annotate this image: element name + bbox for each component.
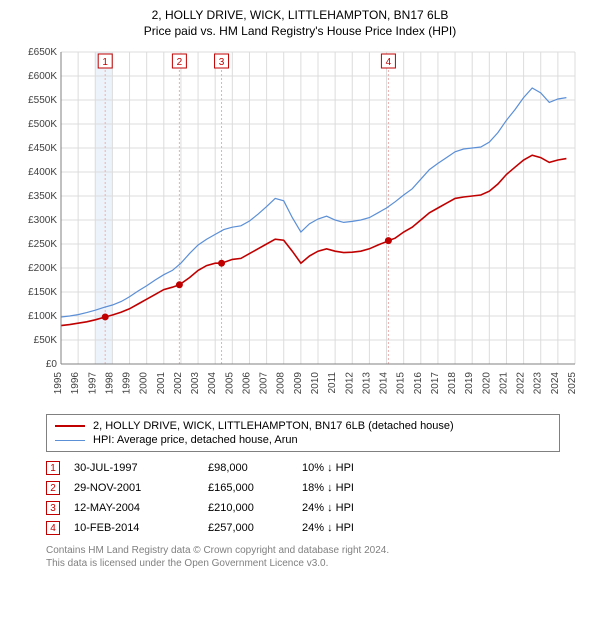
tx-delta: 10% ↓ HPI: [302, 462, 392, 474]
svg-text:2015: 2015: [396, 372, 407, 395]
svg-text:1996: 1996: [70, 372, 81, 395]
tx-marker: 3: [46, 501, 60, 515]
svg-text:£650K: £650K: [28, 47, 57, 58]
svg-text:£0: £0: [46, 359, 58, 370]
svg-text:2000: 2000: [139, 372, 150, 395]
svg-text:1998: 1998: [104, 372, 115, 395]
svg-text:2005: 2005: [224, 372, 235, 395]
legend-swatch-price: [55, 425, 85, 427]
tx-price: £210,000: [208, 502, 288, 514]
svg-text:2017: 2017: [430, 372, 441, 395]
svg-text:2002: 2002: [173, 372, 184, 395]
svg-text:£150K: £150K: [28, 287, 57, 298]
tx-price: £165,000: [208, 482, 288, 494]
legend: 2, HOLLY DRIVE, WICK, LITTLEHAMPTON, BN1…: [46, 414, 560, 452]
svg-text:2003: 2003: [190, 372, 201, 395]
svg-text:£550K: £550K: [28, 95, 57, 106]
tx-date: 10-FEB-2014: [74, 522, 194, 534]
svg-text:2011: 2011: [327, 372, 338, 394]
svg-text:2012: 2012: [344, 372, 355, 395]
svg-text:£300K: £300K: [28, 215, 57, 226]
svg-text:2006: 2006: [241, 372, 252, 395]
svg-text:£400K: £400K: [28, 167, 57, 178]
tx-marker: 1: [46, 461, 60, 475]
svg-text:1999: 1999: [122, 372, 133, 395]
svg-text:£100K: £100K: [28, 311, 57, 322]
svg-text:2014: 2014: [379, 372, 390, 395]
svg-text:2001: 2001: [156, 372, 167, 395]
legend-row: HPI: Average price, detached house, Arun: [55, 433, 551, 447]
tx-delta: 18% ↓ HPI: [302, 482, 392, 494]
svg-text:1997: 1997: [87, 372, 98, 395]
tx-date: 30-JUL-1997: [74, 462, 194, 474]
svg-text:2013: 2013: [361, 372, 372, 395]
svg-text:£350K: £350K: [28, 191, 57, 202]
svg-text:2008: 2008: [276, 372, 287, 395]
transaction-row: 2 29-NOV-2001 £165,000 18% ↓ HPI: [46, 478, 560, 498]
svg-text:1995: 1995: [53, 372, 64, 395]
svg-text:2019: 2019: [464, 372, 475, 395]
svg-text:2023: 2023: [533, 372, 544, 395]
tx-delta: 24% ↓ HPI: [302, 502, 392, 514]
svg-text:2020: 2020: [481, 372, 492, 395]
title-line-1: 2, HOLLY DRIVE, WICK, LITTLEHAMPTON, BN1…: [10, 8, 590, 22]
svg-text:£50K: £50K: [34, 335, 58, 346]
title-line-2: Price paid vs. HM Land Registry's House …: [10, 24, 590, 38]
svg-text:1: 1: [102, 57, 108, 68]
footer-line-1: Contains HM Land Registry data © Crown c…: [46, 544, 560, 557]
tx-marker: 2: [46, 481, 60, 495]
tx-date: 29-NOV-2001: [74, 482, 194, 494]
tx-price: £257,000: [208, 522, 288, 534]
svg-text:2021: 2021: [498, 372, 509, 395]
svg-text:£200K: £200K: [28, 263, 57, 274]
transaction-row: 3 12-MAY-2004 £210,000 24% ↓ HPI: [46, 498, 560, 518]
svg-text:£450K: £450K: [28, 143, 57, 154]
svg-text:3: 3: [219, 57, 225, 68]
svg-text:2004: 2004: [207, 372, 218, 395]
svg-text:2022: 2022: [516, 372, 527, 395]
footer-line-2: This data is licensed under the Open Gov…: [46, 557, 560, 570]
svg-text:2018: 2018: [447, 372, 458, 395]
svg-text:2016: 2016: [413, 372, 424, 395]
transaction-row: 1 30-JUL-1997 £98,000 10% ↓ HPI: [46, 458, 560, 478]
footer: Contains HM Land Registry data © Crown c…: [46, 544, 560, 570]
chart-svg: £0 £50K £100K £150K £200K £250K £300K £350K £400…: [15, 44, 585, 404]
svg-text:2025: 2025: [567, 372, 578, 395]
svg-text:2009: 2009: [293, 372, 304, 395]
tx-date: 12-MAY-2004: [74, 502, 194, 514]
tx-marker: 4: [46, 521, 60, 535]
legend-label-hpi: HPI: Average price, detached house, Arun: [93, 434, 298, 446]
titles: 2, HOLLY DRIVE, WICK, LITTLEHAMPTON, BN1…: [10, 8, 590, 38]
svg-text:£250K: £250K: [28, 239, 57, 250]
transactions-table: 1 30-JUL-1997 £98,000 10% ↓ HPI 2 29-NOV-2001…: [46, 458, 560, 538]
svg-text:2010: 2010: [310, 372, 321, 395]
svg-text:£500K: £500K: [28, 119, 57, 130]
svg-text:4: 4: [386, 57, 392, 68]
chart-area: £0 £50K £100K £150K £200K £250K £300K £350K £400…: [15, 44, 585, 404]
legend-swatch-hpi: [55, 440, 85, 441]
transaction-row: 4 10-FEB-2014 £257,000 24% ↓ HPI: [46, 518, 560, 538]
legend-row: 2, HOLLY DRIVE, WICK, LITTLEHAMPTON, BN1…: [55, 419, 551, 433]
legend-label-price: 2, HOLLY DRIVE, WICK, LITTLEHAMPTON, BN1…: [93, 420, 454, 432]
svg-text:£600K: £600K: [28, 71, 57, 82]
svg-text:2: 2: [177, 57, 183, 68]
tx-price: £98,000: [208, 462, 288, 474]
tx-delta: 24% ↓ HPI: [302, 522, 392, 534]
svg-text:2007: 2007: [259, 372, 270, 395]
svg-text:2024: 2024: [550, 372, 561, 395]
chart-container: 2, HOLLY DRIVE, WICK, LITTLEHAMPTON, BN1…: [0, 0, 600, 580]
